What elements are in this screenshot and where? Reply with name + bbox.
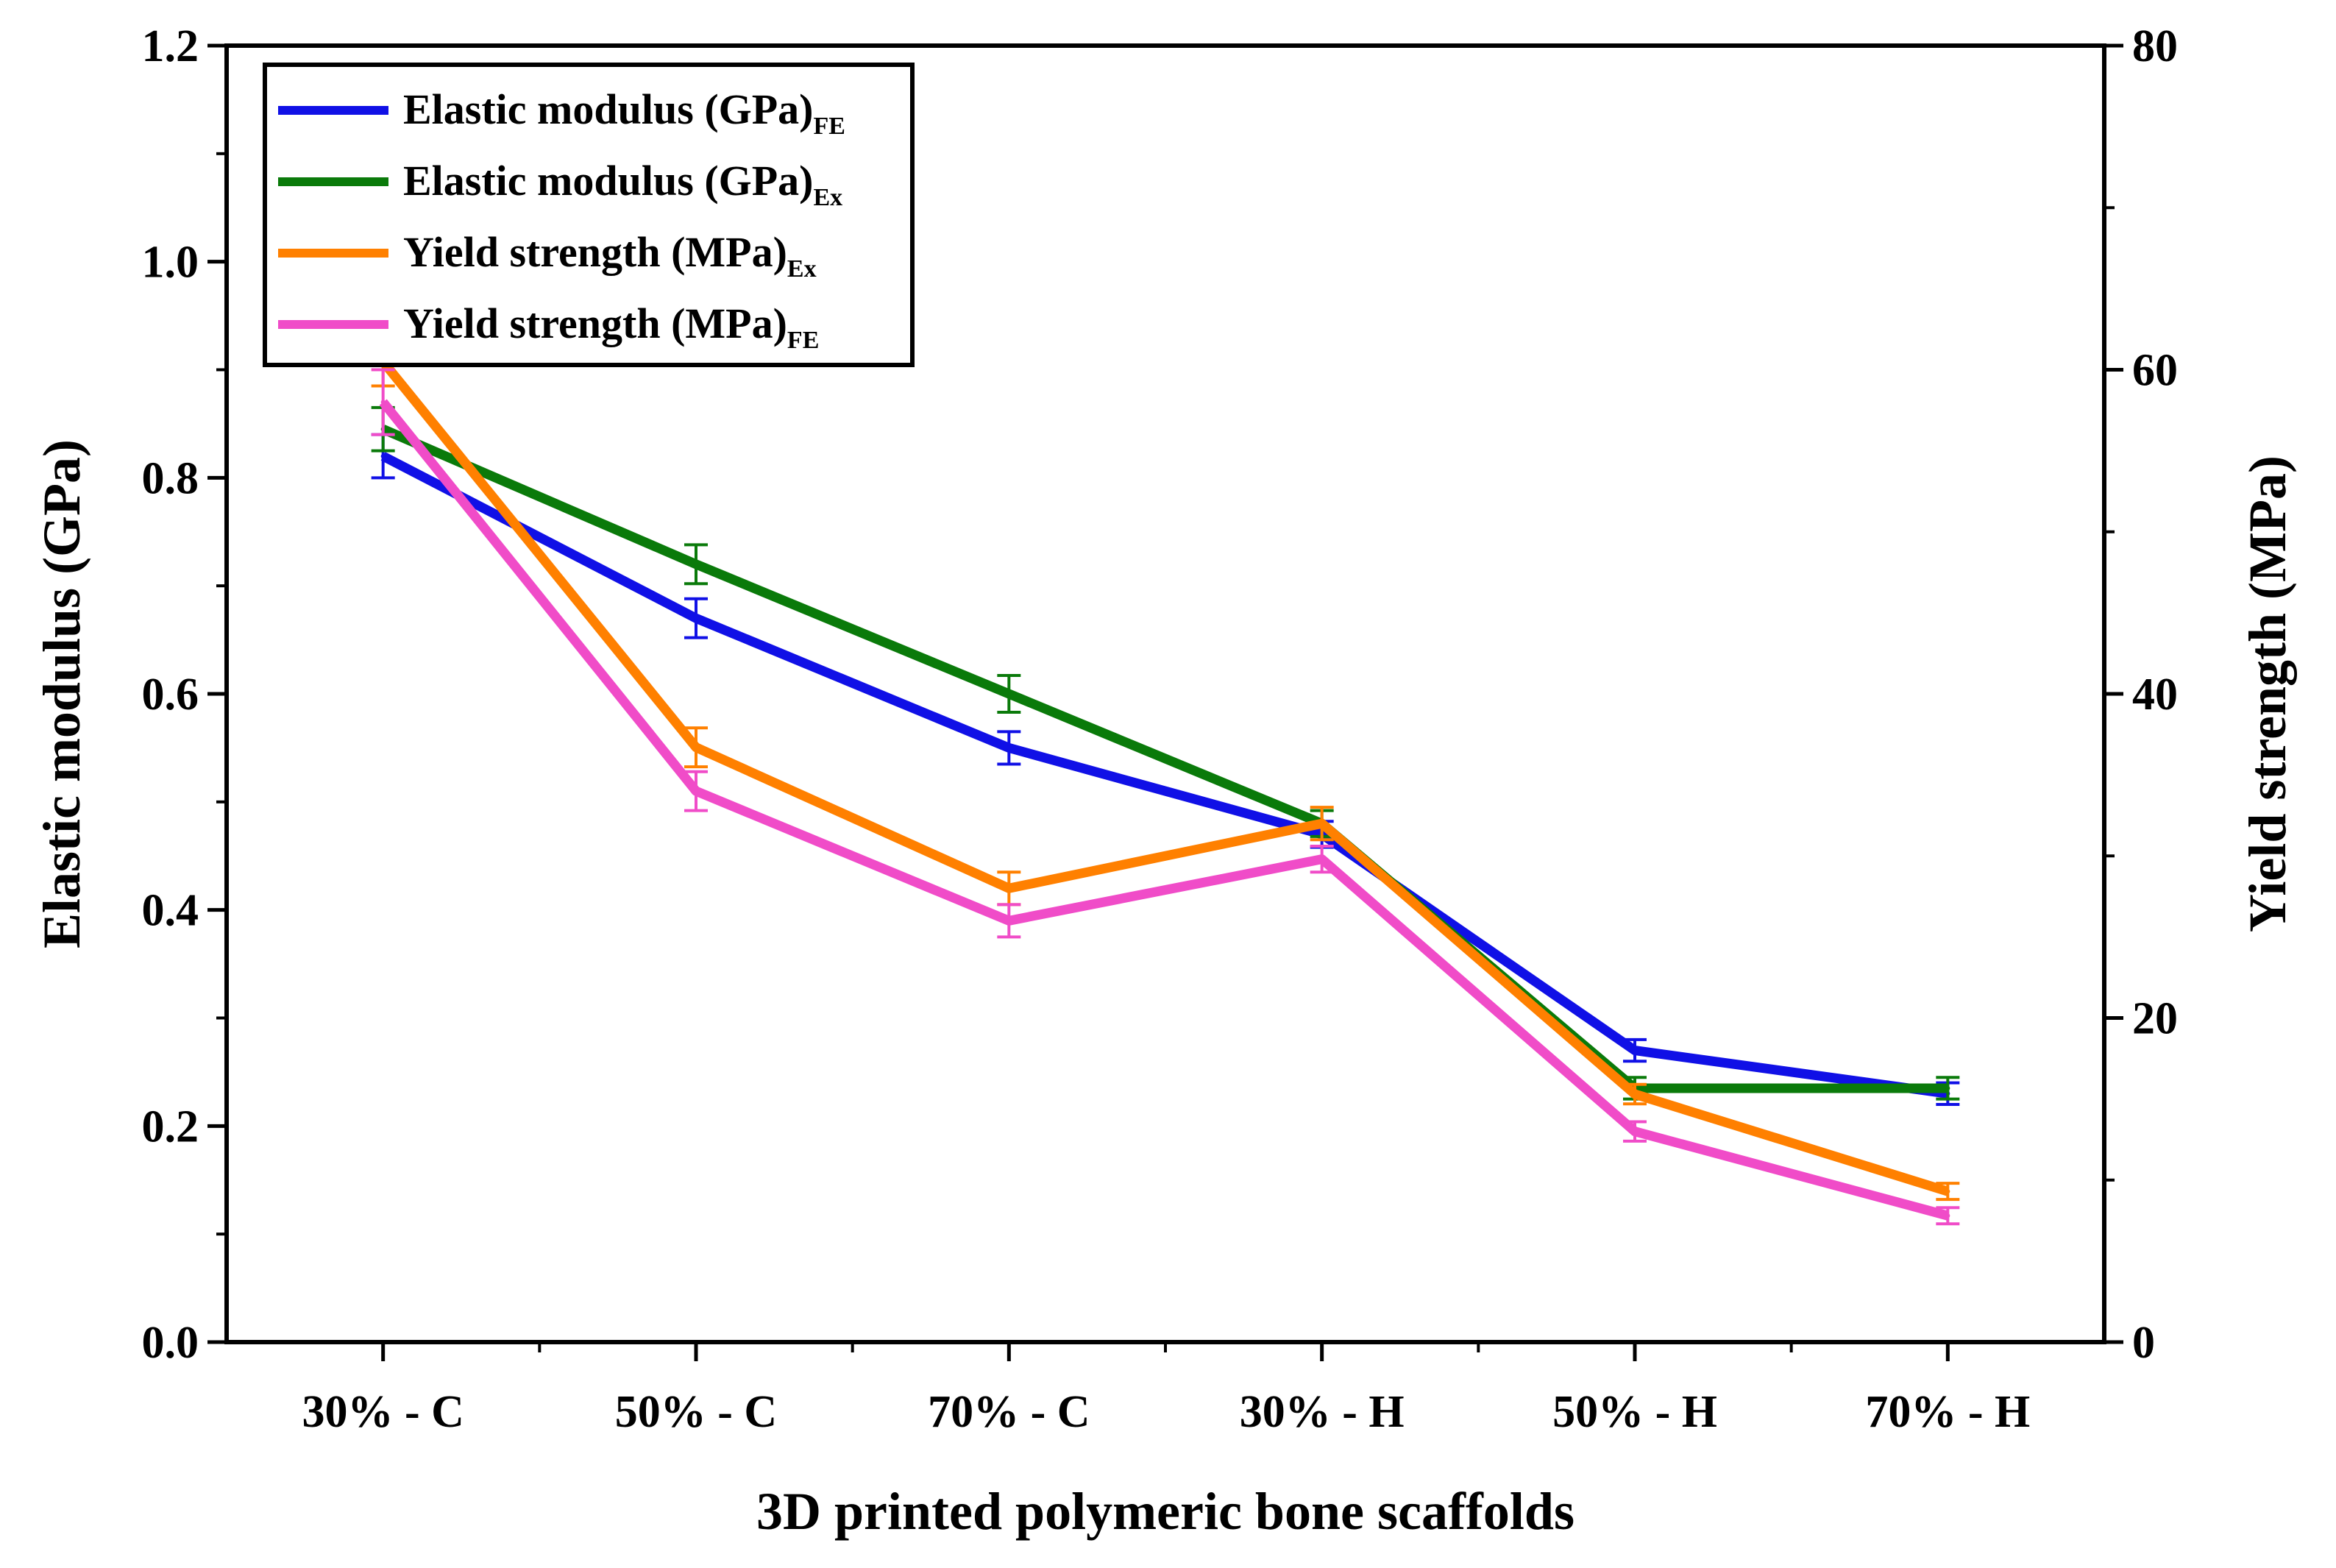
series-line [379, 358, 1950, 1196]
y-left-tick-label: 0.6 [142, 670, 199, 720]
x-tick-label: 30% - H [1240, 1387, 1405, 1437]
legend-label: Elastic modulus (GPa)Ex [403, 157, 842, 211]
y-left-tick-label: 0.2 [142, 1101, 199, 1152]
y-left-tick-label: 0.4 [142, 886, 199, 936]
data-point [694, 745, 698, 750]
legend-item: Yield strength (MPa)Ex [278, 228, 817, 283]
data-point [1007, 692, 1012, 696]
data-point [1945, 1213, 1950, 1218]
legend-label: Yield strength (MPa)FE [403, 299, 819, 354]
data-point [380, 453, 386, 458]
data-point [1945, 1189, 1950, 1194]
series-line [381, 425, 1948, 1093]
series-3 [371, 336, 1960, 1202]
y-axis-title-left: Elastic modulus (GPa) [32, 439, 91, 948]
series-2 [371, 405, 1960, 1101]
y-left-tick-label: 0.0 [142, 1318, 199, 1368]
x-tick-label: 70% - H [1865, 1387, 2030, 1437]
data-point [1633, 1092, 1637, 1097]
x-tick-label: 30% - C [302, 1387, 464, 1437]
legend-item: Elastic modulus (GPa)FE [278, 85, 845, 140]
data-point [694, 561, 698, 567]
data-point [1633, 1048, 1637, 1053]
data-point [1319, 821, 1324, 826]
data-point [1007, 886, 1012, 891]
legend-item: Elastic modulus (GPa)Ex [278, 157, 842, 211]
legend: Elastic modulus (GPa)FE Elastic modulus (… [263, 63, 915, 367]
y-right-tick-label: 60 [2132, 346, 2178, 396]
y-right-tick-label: 0 [2132, 1318, 2155, 1368]
legend-label: Elastic modulus (GPa)FE [403, 85, 845, 140]
y-left-tick-label: 1.0 [142, 238, 199, 288]
data-point [694, 789, 698, 794]
series-layer [371, 336, 1960, 1226]
data-point [1945, 1085, 1950, 1090]
x-axis-title: 3D printed polymeric bone scaffolds [756, 1482, 1575, 1541]
data-point [1319, 856, 1324, 862]
series-line [379, 399, 1950, 1221]
legend-item: Yield strength (MPa)FE [278, 299, 819, 354]
y-right-tick-label: 80 [2132, 21, 2178, 71]
y-right-tick-label: 20 [2132, 994, 2178, 1044]
y-left-tick-label: 1.2 [142, 21, 199, 71]
data-point [694, 616, 698, 621]
legend-label: Yield strength (MPa)Ex [403, 228, 817, 283]
y-left-tick-label: 0.8 [142, 453, 199, 503]
x-tick-label: 50% - H [1552, 1387, 1717, 1437]
data-point [1007, 745, 1012, 751]
y-axis-left: 0.0 0.2 0.4 0.6 0.8 1.0 1.2 [142, 21, 227, 1368]
y-axis-title-right: Yield strength (MPa) [2238, 455, 2297, 932]
data-point [380, 400, 386, 405]
series-line [380, 452, 1949, 1099]
x-tick-label: 50% - C [615, 1387, 777, 1437]
y-axis-right: 0 20 40 60 80 [2104, 21, 2178, 1368]
data-point [1633, 1129, 1637, 1134]
series-4 [371, 368, 1960, 1226]
data-point [1007, 918, 1012, 923]
y-right-tick-label: 40 [2132, 670, 2178, 720]
x-tick-label: 70% - C [928, 1387, 1090, 1437]
x-axis: 30% - C 50% - C 70% - C 30% - H 50% - H 70% -… [302, 1342, 2030, 1437]
series-1 [371, 433, 1960, 1106]
